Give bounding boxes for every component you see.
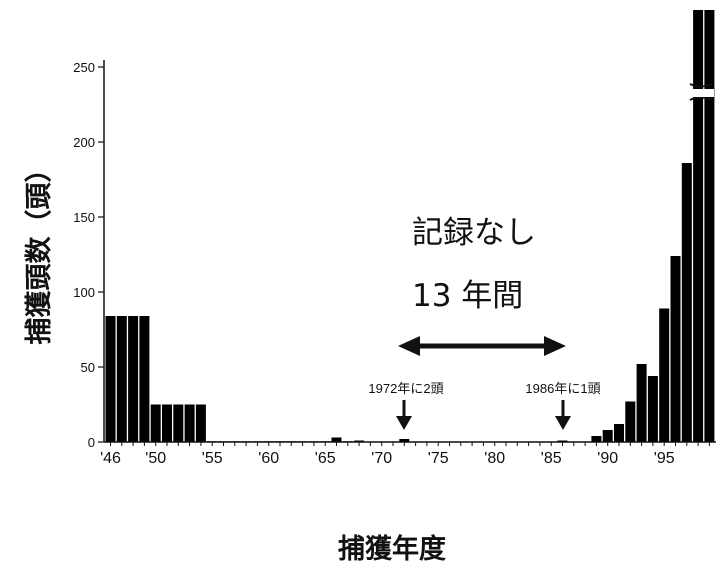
- bar-1990: [602, 430, 613, 442]
- x-tick-label: '70: [371, 450, 392, 467]
- x-ticks-group: '46 '50 '55 '60 '65 '70 '75 '80 '85 '90 '95: [100, 442, 710, 467]
- axis-break-gap: [690, 89, 714, 97]
- arrow-1972: [396, 400, 412, 430]
- x-tick-label: '60: [258, 450, 279, 467]
- bar-1991: [614, 424, 624, 442]
- y-tick-label: 150: [73, 210, 95, 225]
- bar-1950: [150, 404, 161, 442]
- x-tick-label: '75: [428, 450, 449, 467]
- axis-break-marker: [689, 83, 713, 101]
- bar-1948: [128, 316, 139, 442]
- bar-1997: [681, 163, 692, 442]
- bar-1947: [116, 316, 127, 442]
- bar-1999: [704, 10, 715, 442]
- annotation-13-years: 13 年間: [412, 278, 523, 314]
- annotation-no-record: 記録なし: [412, 215, 536, 251]
- y-axis-label: 捕獲頭数（頭）: [24, 156, 55, 345]
- x-tick-label: '80: [484, 450, 505, 467]
- double-arrow: [398, 336, 566, 356]
- bars-group: [105, 10, 715, 442]
- x-tick-label: '50: [145, 450, 166, 467]
- x-tick-label: '65: [315, 450, 336, 467]
- bar-1972: [399, 439, 410, 442]
- bar-1993: [636, 364, 647, 442]
- x-tick-label: '95: [654, 450, 675, 467]
- bar-1996: [670, 256, 681, 442]
- bar-1952: [173, 404, 184, 442]
- y-tick-label: 100: [73, 285, 95, 300]
- y-tick-label: 250: [73, 60, 95, 75]
- x-tick-label: '55: [202, 450, 223, 467]
- y-tick-label: 50: [81, 360, 95, 375]
- bar-1951: [162, 404, 172, 442]
- bar-1995: [659, 308, 670, 442]
- bar-1953: [184, 404, 195, 442]
- bar-1966: [331, 437, 342, 442]
- x-tick-label: '90: [597, 450, 618, 467]
- y-ticks-group: 0 50 100 150 200 250: [73, 60, 104, 450]
- axes-group: [103, 60, 716, 443]
- annotation-1972: 1972年に2頭: [368, 381, 443, 396]
- bar-1949: [139, 316, 150, 442]
- y-tick-label: 0: [88, 435, 95, 450]
- arrow-1986: [555, 400, 571, 430]
- bar-1994: [647, 376, 658, 442]
- bar-1946: [105, 316, 116, 442]
- x-tick-label: '85: [541, 450, 562, 467]
- annotation-1986: 1986年に1頭: [525, 381, 600, 396]
- bar-1989: [591, 436, 602, 442]
- x-tick-label: '46: [100, 450, 121, 467]
- y-tick-label: 200: [73, 135, 95, 150]
- x-axis-label: 捕獲年度: [338, 533, 446, 565]
- bar-1998: [693, 10, 704, 442]
- bar-1954: [195, 404, 206, 442]
- bar-1992: [625, 401, 636, 442]
